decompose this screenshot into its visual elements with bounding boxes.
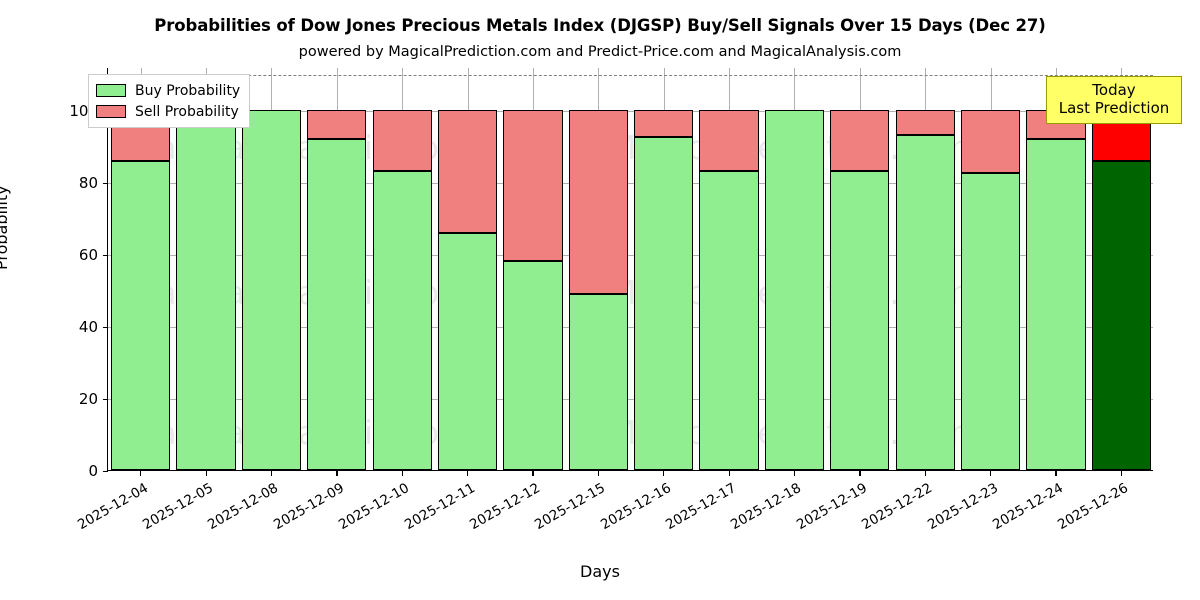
today-annotation-line1: Today — [1092, 81, 1136, 99]
x-tick-mark — [205, 471, 207, 476]
x-tick-mark — [270, 471, 273, 476]
bar-segment-buy — [437, 232, 498, 470]
bar-segment-buy — [1026, 138, 1086, 470]
x-tick-mark — [1120, 471, 1123, 476]
bar-segment-buy — [764, 110, 824, 470]
bar-2025-12-05[interactable] — [176, 67, 236, 470]
x-tick-mark — [336, 471, 338, 476]
today-annotation: Today Last Prediction — [1046, 76, 1182, 124]
bar-segment-sell — [437, 110, 498, 233]
chart-subtitle: powered by MagicalPrediction.com and Pre… — [298, 44, 902, 60]
bar-segment-buy — [111, 160, 171, 470]
bar-2025-12-09[interactable] — [307, 67, 367, 470]
bar-segment-sell — [307, 110, 367, 139]
x-tick-mark — [859, 471, 861, 476]
bar-2025-12-18[interactable] — [764, 67, 824, 470]
y-tick-mark — [103, 470, 108, 472]
x-tick-mark — [728, 471, 730, 476]
bar-segment-buy — [634, 137, 694, 470]
x-tick-mark — [924, 471, 926, 476]
y-gridline — [108, 327, 1153, 329]
x-axis-label: Days — [580, 562, 620, 581]
y-gridline — [108, 399, 1153, 401]
bar-segment-sell — [960, 110, 1021, 174]
plot-inner: 020406080100MagicalAnalysis.comMagicaPre… — [69, 67, 1153, 533]
bar-2025-12-16[interactable] — [634, 67, 694, 470]
bar-2025-12-11[interactable] — [437, 67, 498, 470]
y-tick-label: 0 — [88, 462, 98, 480]
x-tick-mark — [467, 471, 469, 476]
bar-segment-sell — [634, 110, 694, 138]
x-tick-mark — [401, 471, 403, 476]
legend-label-sell: Sell Probability — [135, 103, 239, 120]
reference-dashed-line — [108, 75, 1153, 77]
bar-segment-buy — [307, 138, 367, 470]
x-tick-mark — [1055, 471, 1057, 476]
y-tick-mark — [103, 398, 108, 400]
bar-segment-buy — [503, 261, 563, 470]
bar-2025-12-15[interactable] — [568, 67, 628, 470]
bar-segment-buy — [830, 171, 890, 470]
y-tick-label: 80 — [78, 174, 98, 193]
bar-segment-sell — [699, 110, 759, 172]
y-tick-label: 60 — [78, 246, 98, 265]
x-tick-mark — [663, 471, 665, 476]
bar-segment-buy — [1091, 160, 1151, 470]
bar-2025-12-17[interactable] — [699, 67, 759, 470]
today-annotation-line2: Last Prediction — [1058, 99, 1170, 118]
bar-segment-sell — [568, 110, 628, 294]
y-tick-label: 40 — [78, 318, 98, 337]
chart-legend: Buy Probability Sell Probability — [88, 74, 251, 128]
legend-swatch-buy — [96, 84, 126, 97]
plot-area: 020406080100MagicalAnalysis.comMagicaPre… — [69, 67, 1153, 533]
y-gridline — [108, 255, 1153, 257]
y-tick-mark — [103, 254, 108, 256]
bar-segment-buy — [960, 173, 1021, 470]
y-gridline — [108, 183, 1153, 185]
bar-2025-12-26[interactable] — [1091, 67, 1151, 470]
y-tick-label: 20 — [78, 390, 98, 409]
bar-segment-buy — [699, 171, 759, 470]
x-tick-mark — [793, 471, 796, 476]
bar-segment-sell — [372, 110, 432, 172]
x-tick-mark — [597, 471, 600, 476]
bar-segment-buy — [241, 110, 301, 470]
y-tick-mark — [103, 182, 108, 184]
bar-2025-12-12[interactable] — [503, 67, 563, 470]
y-gridline — [108, 111, 1153, 113]
bar-segment-sell — [830, 110, 890, 172]
x-tick-mark — [990, 471, 992, 476]
chart-title: Probabilities of Dow Jones Precious Meta… — [154, 16, 1046, 35]
bar-segment-buy — [895, 135, 955, 470]
y-tick-mark — [103, 326, 108, 328]
bar-segment-buy — [372, 171, 432, 470]
x-tick-mark — [532, 471, 534, 476]
bar-segment-buy — [568, 293, 628, 470]
legend-item-buy[interactable]: Buy Probability — [96, 80, 240, 101]
legend-item-sell[interactable]: Sell Probability — [96, 101, 240, 122]
bar-2025-12-22[interactable] — [895, 67, 955, 470]
bar-2025-12-19[interactable] — [830, 67, 890, 470]
legend-swatch-sell — [96, 105, 126, 118]
bar-2025-12-23[interactable] — [960, 67, 1021, 470]
x-tick-mark — [140, 471, 142, 476]
bar-segment-sell — [895, 110, 955, 136]
bar-2025-12-08[interactable] — [241, 67, 301, 470]
bar-segment-buy — [176, 110, 236, 470]
bar-2025-12-10[interactable] — [372, 67, 432, 470]
bar-segment-sell — [503, 110, 563, 262]
bar-2025-12-24[interactable] — [1026, 67, 1086, 470]
y-axis-label: Probability — [0, 185, 11, 270]
legend-label-buy: Buy Probability — [135, 82, 241, 99]
